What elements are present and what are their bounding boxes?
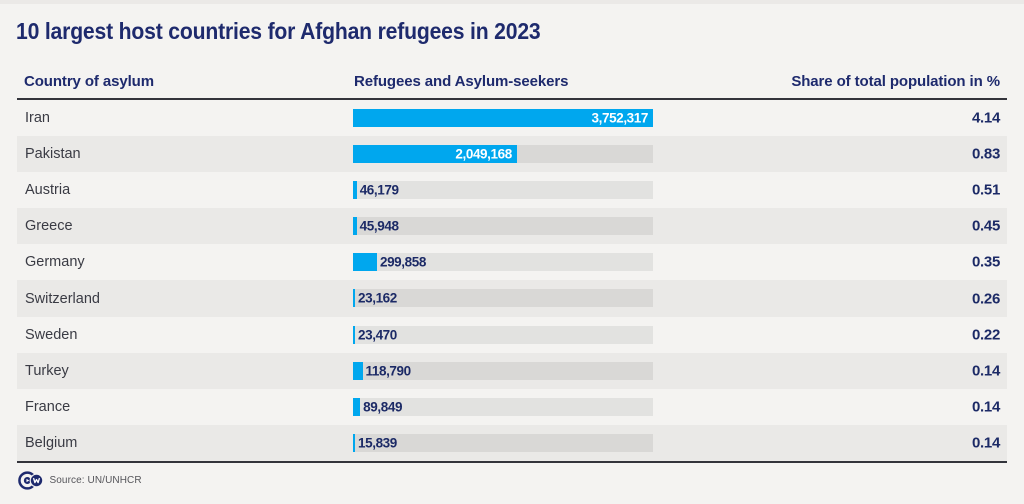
table-row: Pakistan 2,049,168 0.83 (17, 136, 1007, 173)
column-header-country: Country of asylum (24, 73, 154, 90)
bar (353, 109, 653, 127)
share-value: 0.22 (972, 326, 1000, 344)
country-label: Iran (25, 110, 50, 127)
bar (353, 433, 355, 452)
bar (353, 145, 517, 164)
country-label: Belgium (25, 434, 78, 451)
bar (353, 217, 357, 236)
table-row: Austria 46,179 0.51 (17, 172, 1007, 208)
table-row: Turkey 118,790 0.14 (17, 352, 1007, 389)
bar-track: 15,839 (353, 433, 653, 452)
country-label: France (25, 398, 71, 415)
country-label: Austria (25, 182, 71, 199)
bar (353, 325, 355, 344)
footer: Source: UN/UNHCR (18, 465, 142, 496)
bar (353, 397, 361, 416)
header-rule (17, 98, 1007, 100)
bar-track: 23,162 (353, 289, 653, 308)
table-row: Germany 299,858 0.35 (17, 244, 1007, 280)
share-value: 0.14 (972, 362, 1000, 380)
bar-track: 45,948 (353, 217, 653, 236)
bar-track: 2,049,168 (353, 145, 653, 164)
share-value: 0.14 (972, 398, 1000, 416)
bar-track: 46,179 (353, 181, 653, 200)
chart-title: 10 largest host countries for Afghan ref… (16, 18, 541, 44)
bar-track: 23,470 (353, 325, 653, 344)
bar-value-label: 23,162 (358, 290, 397, 306)
bar-value-label: 45,948 (359, 218, 399, 234)
bar-track: 89,849 (353, 397, 653, 416)
share-value: 0.35 (972, 253, 1000, 271)
share-value: 0.83 (972, 145, 1000, 163)
share-value: 0.14 (972, 434, 1000, 452)
table-row: France 89,849 0.14 (17, 389, 1007, 425)
top-edge-strip (0, 0, 1024, 4)
column-header-refugees: Refugees and Asylum-seekers (354, 73, 569, 90)
bar-value-label: 46,179 (359, 182, 399, 198)
dw-logo (18, 471, 43, 490)
source-text: Source: UN/UNHCR (49, 475, 142, 486)
bar-value-label: 15,839 (358, 435, 397, 451)
bar-value-label: 2,049,168 (455, 146, 512, 162)
table-row: Sweden 23,470 0.22 (17, 317, 1007, 353)
share-value: 0.51 (972, 181, 1000, 199)
column-header-share: Share of total population in % (791, 73, 1000, 90)
table-row: Greece 45,948 0.45 (17, 208, 1007, 245)
bar-value-label: 23,470 (358, 327, 397, 343)
table-body: Iran 3,752,317 4.14 Pakistan 2,049,168 0… (17, 100, 1007, 461)
bar-value-label: 118,790 (365, 363, 411, 379)
bar-track: 118,790 (353, 361, 653, 380)
bar-value-label: 89,849 (363, 399, 403, 415)
bar (353, 181, 357, 200)
bottom-rule (17, 461, 1007, 463)
table-row: Switzerland 23,162 0.26 (17, 280, 1007, 317)
bar (353, 253, 377, 272)
bar-value-label: 299,858 (379, 254, 426, 270)
country-label: Greece (25, 218, 73, 235)
bar-track: 299,858 (353, 253, 653, 272)
country-label: Pakistan (25, 146, 81, 163)
bar (353, 289, 355, 308)
bar (353, 361, 363, 380)
bar-track: 3,752,317 (353, 109, 653, 127)
share-value: 4.14 (972, 109, 1000, 127)
country-label: Switzerland (25, 290, 100, 307)
table-row: Belgium 15,839 0.14 (17, 424, 1007, 461)
share-value: 0.45 (972, 217, 1000, 235)
country-label: Sweden (25, 326, 78, 343)
table-row: Iran 3,752,317 4.14 (17, 100, 1007, 136)
country-label: Turkey (25, 362, 69, 379)
share-value: 0.26 (972, 290, 1000, 308)
country-label: Germany (25, 254, 85, 271)
bar-value-label: 3,752,317 (591, 110, 649, 126)
